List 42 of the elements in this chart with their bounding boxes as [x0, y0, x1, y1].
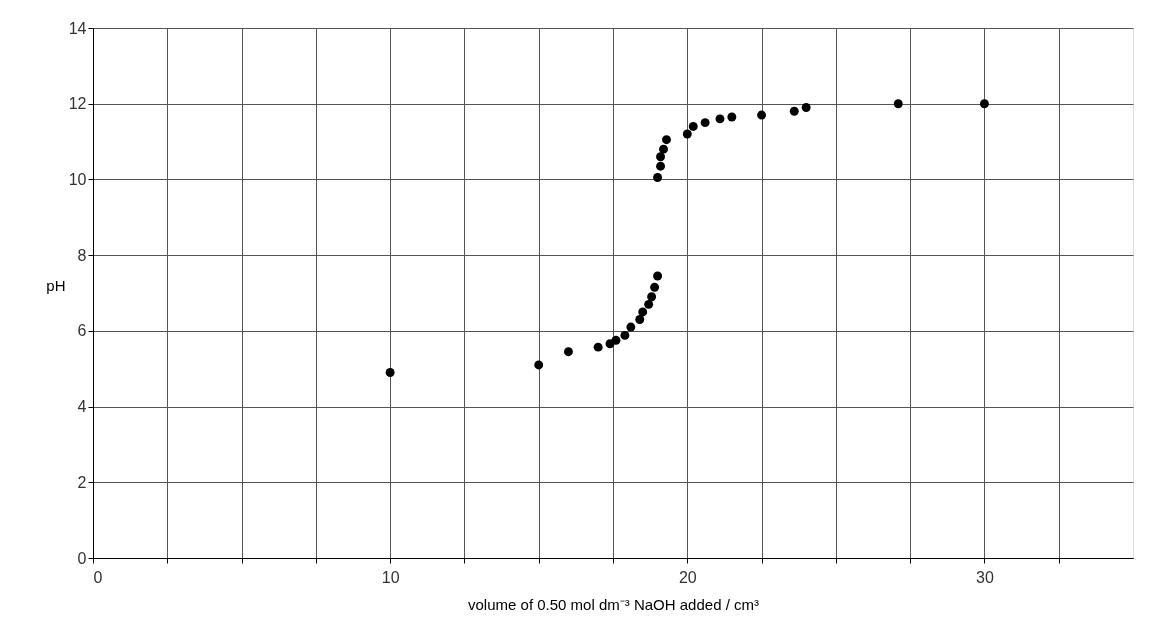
y-tick-label: 8 [77, 246, 87, 264]
y-tick-label: 4 [77, 398, 87, 416]
point [638, 307, 648, 317]
point [534, 360, 544, 370]
x-tick-label: 30 [976, 568, 994, 586]
point [620, 330, 630, 340]
point [659, 144, 668, 154]
point [644, 299, 654, 309]
y-axis-title: pH [46, 276, 66, 294]
x-tick-label: 20 [678, 568, 697, 586]
point [688, 121, 698, 131]
x-tick-label: 10 [381, 568, 400, 586]
point [656, 161, 666, 171]
y-tick-label: 2 [77, 473, 87, 491]
point [727, 112, 737, 122]
y-tick-label: 0 [77, 549, 87, 567]
y-tick-label: 10 [68, 170, 87, 188]
y-tick-label: 6 [77, 322, 87, 340]
point [656, 152, 666, 162]
point [611, 335, 621, 345]
x-axis-title: volume of 0.50 mol dm⁻³ NaOH added / cm³ [468, 595, 759, 613]
point [626, 322, 636, 332]
point [789, 106, 799, 116]
point [650, 282, 660, 292]
point [893, 99, 903, 109]
y-tick-label: 12 [68, 95, 87, 113]
point [593, 342, 603, 352]
point [662, 135, 671, 145]
point [647, 292, 657, 302]
point [682, 129, 692, 139]
point [979, 99, 989, 109]
point [653, 271, 663, 281]
x-tick-label: 0 [93, 568, 103, 586]
point [563, 347, 573, 357]
point [801, 103, 811, 112]
point [635, 315, 645, 324]
point [385, 368, 395, 377]
point [757, 110, 767, 120]
y-tick-label: 14 [68, 19, 87, 37]
point [700, 118, 710, 128]
point [715, 114, 725, 124]
point [653, 173, 663, 182]
